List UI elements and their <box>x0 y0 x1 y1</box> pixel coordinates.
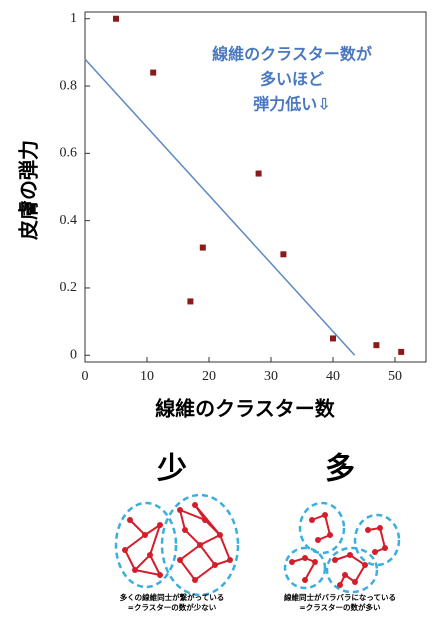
page: 皮膚の弾力 線維のクラスター数 線維のクラスター数が 多いほど 弾力低い⇩ 少 … <box>0 0 433 619</box>
y-tick-label: 0.4 <box>60 213 78 228</box>
point <box>373 342 379 348</box>
x-tick-label: 40 <box>326 369 340 384</box>
x-tick-label: 0 <box>82 369 89 384</box>
point <box>256 171 262 177</box>
point <box>330 335 336 341</box>
annotation: 線維のクラスター数が 多いほど 弾力低い⇩ <box>212 45 372 114</box>
plot-frame <box>85 12 426 362</box>
right-caption: =クラスターの数が多い <box>299 602 381 612</box>
point <box>398 349 404 355</box>
x-axis-title: 線維のクラスター数 <box>155 397 336 421</box>
point <box>187 298 193 304</box>
y-tick-label: 0.2 <box>60 280 78 295</box>
left-caption: =クラスターの数が少ない <box>128 602 217 612</box>
y-tick-label: 0.8 <box>60 78 78 93</box>
y-tick-label: 0.6 <box>60 146 78 161</box>
point <box>113 16 119 22</box>
x-tick-label: 10 <box>140 369 154 384</box>
left-label: 少 <box>157 452 187 487</box>
y-tick-label: 0 <box>70 347 77 362</box>
x-tick-label: 30 <box>264 369 278 384</box>
x-tick-label: 20 <box>202 369 216 384</box>
point <box>280 251 286 257</box>
x-tick-label: 50 <box>388 369 402 384</box>
y-tick-label: 1 <box>70 11 77 26</box>
y-axis-title: 皮膚の弾力 <box>17 140 41 240</box>
annotation-line: 多いほど <box>260 70 324 89</box>
right-label: 多 <box>325 452 355 487</box>
left-illustration <box>116 495 238 595</box>
left-caption: 多くの線維同士が繋がっている <box>120 592 225 602</box>
point <box>200 245 206 251</box>
right-caption: 線維同士がバラバラになっている <box>284 592 396 602</box>
annotation-line: 弾力低い⇩ <box>253 95 330 114</box>
annotation-line: 線維のクラスター数が <box>212 45 372 64</box>
right-illustration <box>285 503 399 592</box>
point <box>150 70 156 76</box>
